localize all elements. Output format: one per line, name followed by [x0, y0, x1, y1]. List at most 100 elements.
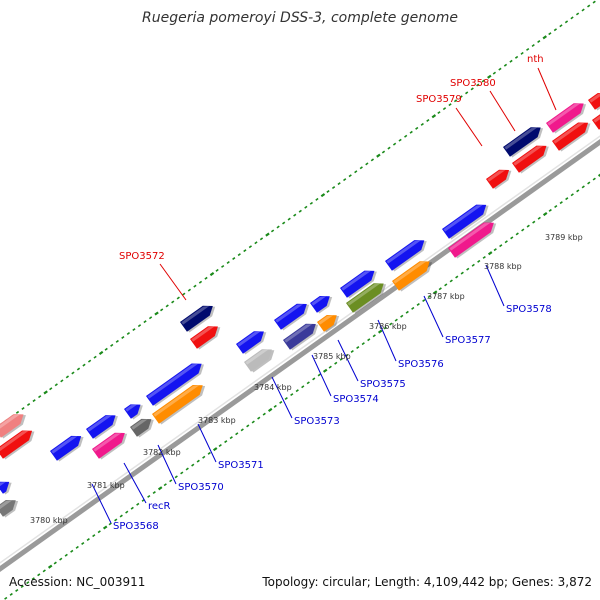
gene-nth-body — [546, 103, 584, 133]
gene-recrb — [92, 432, 128, 460]
gene-spo3577b-highlight — [393, 261, 427, 284]
gene-recr-body — [86, 415, 116, 439]
tick-mark-upper — [309, 201, 314, 205]
tick-mark-lower — [597, 173, 600, 177]
tick-mark-upper — [315, 197, 319, 201]
tick-mark-lower — [487, 251, 493, 256]
kbp-label: 3785 kbp — [313, 352, 351, 361]
tick-mark-upper — [498, 67, 502, 71]
tick-mark-upper — [431, 114, 437, 119]
gene-spo3570-highlight — [125, 404, 137, 412]
gene-blue-a — [0, 481, 12, 495]
gene-spo3576-body — [340, 270, 375, 298]
tick-mark-upper — [537, 40, 541, 44]
gene-red-d-highlight — [553, 122, 585, 144]
gene-spo3577b — [392, 261, 433, 292]
tick-mark-upper — [437, 111, 441, 115]
tick-mark-lower — [455, 275, 459, 279]
gene-label-spo3577: SPO3577 — [445, 335, 491, 346]
tick-mark-lower — [515, 232, 519, 236]
tick-mark-lower — [466, 267, 470, 271]
genome-backbone — [0, 135, 600, 572]
tick-mark-lower — [427, 295, 431, 299]
gene-red-a-highlight — [589, 93, 600, 103]
gene-spo3575b-body — [317, 315, 337, 332]
tick-mark-upper — [331, 186, 336, 190]
tick-mark-upper — [121, 335, 125, 339]
tick-mark-lower — [576, 189, 580, 193]
tick-mark-lower — [42, 569, 46, 573]
gene-spo3578-highlight — [443, 205, 483, 232]
tick-mark-upper — [171, 300, 175, 304]
gene-red-f-body — [190, 326, 218, 349]
tick-mark-lower — [317, 373, 321, 377]
callout-line-spo3568 — [91, 483, 112, 524]
tick-mark-lower — [477, 259, 481, 263]
gene-red-d — [552, 122, 591, 152]
tick-mark-lower — [136, 502, 140, 506]
tick-mark-lower — [267, 407, 273, 412]
gene-salmon-highlight — [0, 414, 20, 431]
gene-recr-highlight — [87, 415, 112, 432]
tick-mark-lower — [587, 181, 591, 185]
gene-spo3574b-highlight — [284, 324, 313, 343]
tick-mark-lower — [295, 389, 299, 393]
tick-mark-upper — [503, 63, 508, 67]
gene-spo3570b-highlight — [131, 419, 148, 430]
tick-mark-upper — [448, 103, 452, 107]
tick-mark-upper — [209, 271, 215, 277]
gene-spo3568-highlight — [51, 436, 78, 454]
gene-red-a — [588, 93, 600, 111]
callout-line-spo3575 — [337, 339, 359, 382]
gene-spo3575 — [310, 296, 333, 314]
tick-mark-upper — [359, 166, 363, 170]
tick-mark-upper — [15, 410, 20, 414]
tick-mark-lower — [81, 541, 85, 545]
tick-mark-upper — [82, 363, 86, 367]
tick-mark-lower — [273, 404, 277, 408]
gene-spo3570-body — [124, 404, 141, 419]
tick-mark-upper — [71, 371, 75, 375]
tick-mark-lower — [328, 365, 332, 369]
tick-mark-upper — [204, 276, 208, 280]
callout-line-spo3578 — [485, 264, 505, 307]
tick-mark-lower — [279, 400, 283, 404]
tick-mark-upper — [426, 118, 430, 122]
tick-mark-upper — [487, 74, 492, 79]
tick-mark-lower — [53, 561, 57, 565]
tick-mark-upper — [564, 20, 569, 24]
tick-mark-upper — [182, 292, 186, 296]
tick-mark-upper — [520, 51, 524, 55]
gene-spo3572 — [180, 305, 216, 333]
tick-mark-upper — [270, 229, 275, 233]
tick-mark-upper — [265, 232, 270, 237]
tick-mark-lower — [102, 525, 108, 530]
tick-mark-upper — [221, 264, 225, 268]
gene-salmon — [0, 414, 26, 439]
callout-line-spo3580 — [489, 90, 516, 132]
tick-mark-upper — [337, 182, 341, 186]
tick-mark-upper — [38, 395, 42, 399]
gene-red-c-highlight — [513, 145, 543, 166]
tick-mark-upper — [526, 47, 530, 51]
tick-mark-upper — [115, 339, 119, 343]
tick-mark-lower — [114, 518, 118, 522]
gene-red-g — [0, 430, 35, 460]
gene-label-spo3568: SPO3568 — [113, 521, 159, 532]
tick-mark-lower — [196, 459, 200, 463]
gene-spo3576b-highlight — [347, 283, 381, 306]
tick-mark-upper — [26, 403, 31, 407]
tick-mark-lower — [581, 185, 585, 189]
gene-label-spo3576: SPO3576 — [398, 359, 444, 370]
tick-mark-upper — [237, 253, 241, 257]
tick-mark-upper — [531, 44, 535, 47]
tick-mark-lower — [235, 432, 239, 436]
tick-mark-lower — [4, 596, 8, 600]
tick-mark-lower — [493, 248, 497, 252]
gene-red-c — [512, 145, 549, 174]
tick-mark-upper — [570, 16, 574, 20]
tick-mark-lower — [471, 263, 475, 267]
tick-mark-lower — [482, 255, 486, 259]
tick-mark-upper — [559, 24, 563, 28]
tick-mark-lower — [119, 514, 123, 518]
